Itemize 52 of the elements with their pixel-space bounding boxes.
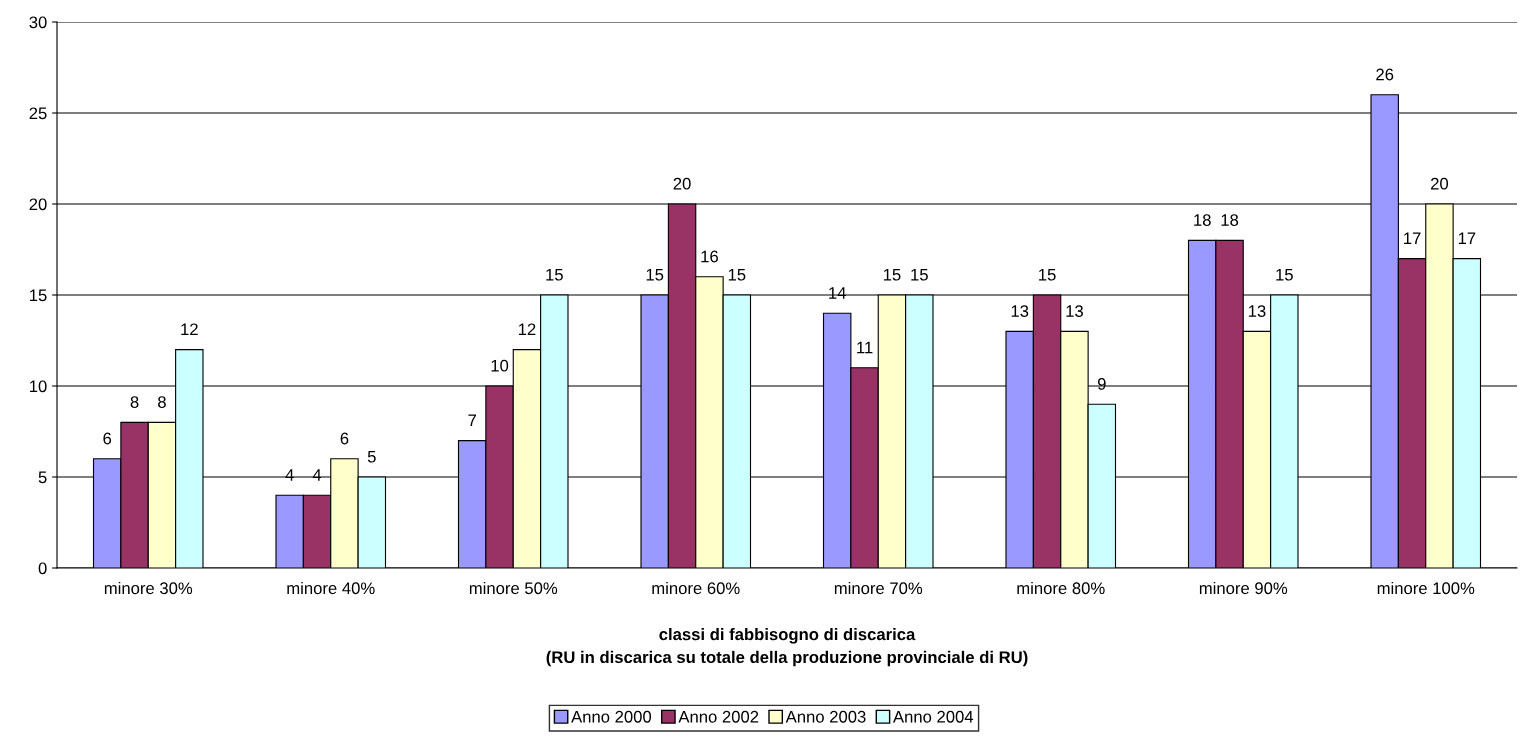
x-axis-title: classi di fabbisogno di discarica (RU in discarica su totale della produzione provinciale di RU) — [546, 627, 1028, 667]
data-label: 11 — [857, 341, 873, 354]
data-label: 8 — [130, 396, 139, 408]
data-label: 14 — [829, 287, 846, 299]
y-tick-label: 25 — [29, 107, 47, 120]
data-label: 18 — [1194, 214, 1211, 226]
data-label: 15 — [1276, 268, 1293, 281]
x-tick-label: minore 70% — [834, 581, 923, 595]
data-label: 12 — [181, 323, 198, 336]
y-tick-label: 15 — [30, 289, 47, 302]
data-label: 7 — [468, 414, 476, 427]
data-label: 15 — [911, 268, 928, 281]
x-tick-label: minore 40% — [287, 581, 375, 595]
data-label: 4 — [312, 469, 322, 481]
data-label: 13 — [1248, 305, 1266, 317]
x-tick-label: minore 80% — [1017, 581, 1105, 595]
data-label: 10 — [491, 359, 509, 372]
legend-label: Anno 2003 — [785, 710, 866, 723]
x-tick-label: minore 50% — [469, 581, 558, 595]
data-label: 6 — [340, 432, 349, 445]
data-label: 20 — [673, 177, 691, 190]
data-label: 15 — [646, 268, 664, 281]
data-label: 20 — [1431, 177, 1449, 190]
data-label: 12 — [518, 323, 536, 336]
legend-label: Anno 2000 — [571, 710, 652, 723]
y-tick-label: 0 — [38, 562, 47, 575]
data-label: 15 — [883, 268, 901, 281]
data-label: 15 — [1039, 268, 1056, 281]
data-label: 13 — [1011, 305, 1029, 317]
data-label: 8 — [158, 396, 166, 408]
x-tick-label: minore 90% — [1199, 581, 1288, 595]
y-tick-label: 10 — [30, 380, 47, 393]
x-tick-label: minore 60% — [652, 581, 740, 595]
data-label: 26 — [1376, 68, 1394, 81]
y-tick-label: 20 — [29, 198, 47, 211]
data-label: 17 — [1458, 232, 1476, 245]
data-label: 5 — [367, 450, 376, 463]
x-tick-label: minore 30% — [104, 581, 193, 595]
legend-label: Anno 2004 — [892, 710, 974, 723]
data-label: 9 — [1097, 377, 1106, 390]
data-label: 4 — [285, 469, 294, 481]
data-label: 16 — [701, 250, 718, 263]
data-label: 6 — [103, 432, 112, 445]
data-label: 13 — [1066, 305, 1083, 317]
x-tick-label: minore 100% — [1377, 581, 1475, 595]
data-label: 15 — [546, 268, 563, 281]
y-tick-label: 5 — [38, 471, 47, 484]
data-label: 18 — [1221, 214, 1239, 226]
y-tick-label: 30 — [29, 16, 47, 29]
data-label: 15 — [728, 268, 746, 281]
data-label: 17 — [1404, 232, 1421, 245]
legend-label: Anno 2002 — [678, 710, 759, 723]
